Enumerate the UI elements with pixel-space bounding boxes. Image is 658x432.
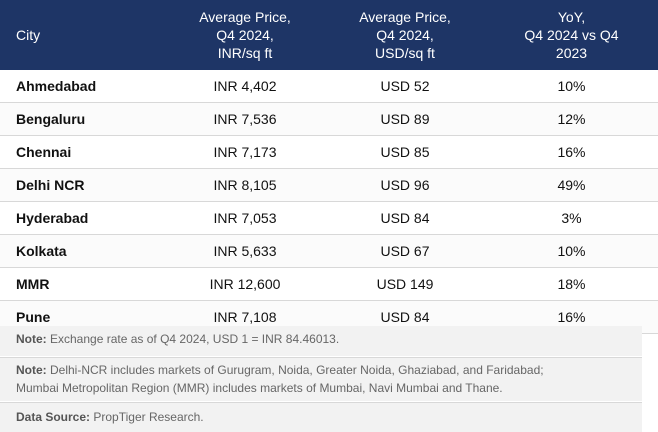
note-exchange-rate: Note: Exchange rate as of Q4 2024, USD 1… (0, 326, 642, 356)
note-text-line-2: Mumbai Metropolitan Region (MMR) include… (16, 381, 503, 395)
header-city: City (16, 27, 41, 43)
cell-yoy: 18% (485, 267, 658, 301)
header-yoy-line-3: 2023 (555, 45, 588, 61)
table-row: Kolkata INR 5,633 USD 67 10% (0, 234, 658, 268)
cell-usd: USD 52 (325, 70, 485, 103)
header-inr-line-2: Q4 2024, (216, 27, 274, 43)
cell-inr: INR 4,402 (165, 70, 325, 103)
cell-city: Delhi NCR (0, 168, 165, 202)
table-header-row: City Average Price, Q4 2024, INR/sq ft A… (0, 0, 658, 70)
cell-yoy: 3% (485, 201, 658, 235)
header-yoy: YoY, Q4 2024 vs Q4 2023 (485, 0, 658, 70)
source-text: PropTiger Research. (90, 410, 204, 424)
cell-city: Hyderabad (0, 201, 165, 235)
table-row: MMR INR 12,600 USD 149 18% (0, 267, 658, 301)
cell-usd: USD 149 (325, 267, 485, 301)
cell-usd: USD 84 (325, 201, 485, 235)
cell-inr: INR 5,633 (165, 234, 325, 268)
cell-usd: USD 89 (325, 102, 485, 136)
data-source: Data Source: PropTiger Research. (0, 402, 642, 432)
note-market-definitions: Note: Delhi-NCR includes markets of Guru… (0, 357, 642, 401)
cell-yoy: 10% (485, 234, 658, 268)
note-text-line-1: Delhi-NCR includes markets of Gurugram, … (46, 363, 544, 377)
cell-inr: INR 7,053 (165, 201, 325, 235)
cell-city: Kolkata (0, 234, 165, 268)
note-label: Note: (16, 332, 47, 346)
header-avg-price-inr: Average Price, Q4 2024, INR/sq ft (165, 0, 325, 70)
cell-yoy: 12% (485, 102, 658, 136)
cell-city: Chennai (0, 135, 165, 169)
cell-inr: INR 7,173 (165, 135, 325, 169)
cell-yoy: 16% (485, 135, 658, 169)
source-label: Data Source: (16, 410, 91, 424)
cell-inr: INR 12,600 (165, 267, 325, 301)
header-inr-line-3: INR/sq ft (217, 45, 273, 61)
note-text: Exchange rate as of Q4 2024, USD 1 = INR… (46, 332, 340, 346)
cell-city: MMR (0, 267, 165, 301)
cell-city: Ahmedabad (0, 70, 165, 103)
table-row: Ahmedabad INR 4,402 USD 52 10% (0, 70, 658, 103)
header-usd-line-2: Q4 2024, (376, 27, 434, 43)
note-label: Note: (16, 363, 47, 377)
table-row: Chennai INR 7,173 USD 85 16% (0, 135, 658, 169)
header-inr-line-1: Average Price, (199, 9, 291, 25)
cell-yoy: 49% (485, 168, 658, 202)
cell-city: Bengaluru (0, 102, 165, 136)
header-avg-price-usd: Average Price, Q4 2024, USD/sq ft (325, 0, 485, 70)
cell-usd: USD 96 (325, 168, 485, 202)
table-row: Delhi NCR INR 8,105 USD 96 49% (0, 168, 658, 202)
table-row: Hyderabad INR 7,053 USD 84 3% (0, 201, 658, 235)
table-row: Bengaluru INR 7,536 USD 89 12% (0, 102, 658, 136)
cell-usd: USD 67 (325, 234, 485, 268)
header-yoy-line-2: Q4 2024 vs Q4 (524, 27, 619, 43)
header-usd-line-3: USD/sq ft (375, 45, 435, 61)
cell-usd: USD 85 (325, 135, 485, 169)
cell-inr: INR 7,536 (165, 102, 325, 136)
price-table: City Average Price, Q4 2024, INR/sq ft A… (0, 0, 658, 334)
header-yoy-line-1: YoY, (557, 9, 586, 25)
cell-yoy: 10% (485, 70, 658, 103)
cell-inr: INR 8,105 (165, 168, 325, 202)
header-usd-line-1: Average Price, (359, 9, 451, 25)
